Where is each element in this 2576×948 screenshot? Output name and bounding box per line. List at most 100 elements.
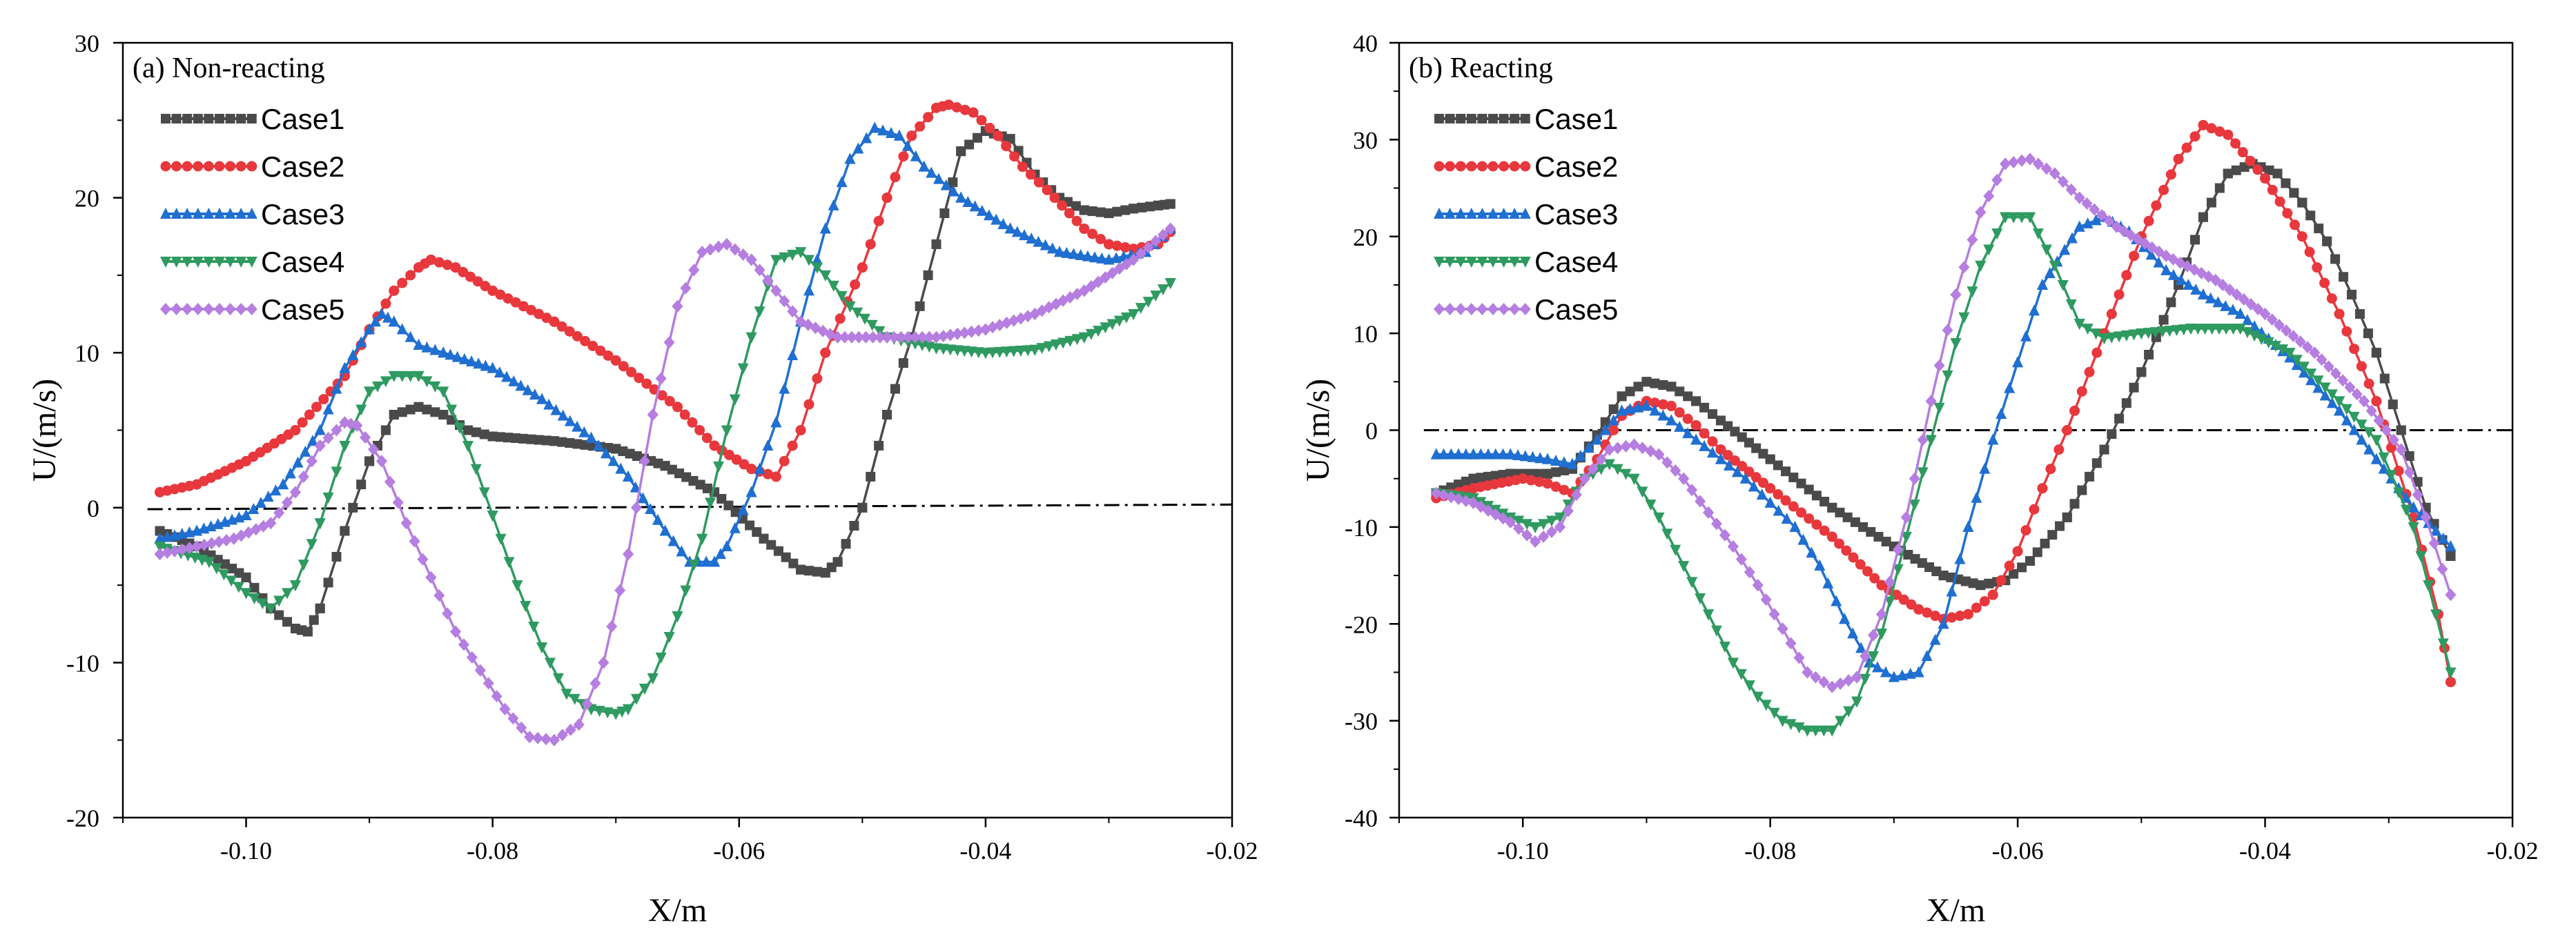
curve-marker: [1164, 222, 1176, 235]
legend-marker: [1466, 114, 1476, 124]
curve-marker: [1071, 334, 1083, 346]
curve-marker: [737, 248, 749, 261]
curve-marker: [1096, 252, 1108, 264]
curve-marker: [1591, 433, 1603, 445]
curve-marker: [647, 673, 658, 684]
legend-marker: [1487, 161, 1499, 172]
curve-marker: [1987, 433, 1999, 445]
curve-marker: [522, 384, 534, 395]
curve-marker: [694, 425, 705, 435]
legend-marker: [1499, 114, 1509, 124]
curve-marker: [1942, 324, 1953, 337]
curve-marker: [499, 702, 511, 715]
curve-marker: [796, 564, 806, 575]
legend-marker: [1465, 208, 1477, 219]
curve-marker: [413, 338, 425, 350]
panel-title: (a) Non-reacting: [133, 52, 325, 84]
legend-marker: [170, 208, 182, 219]
curve-marker: [939, 208, 950, 219]
curve-marker: [556, 729, 568, 742]
y-tick-label: 0: [1365, 417, 1378, 445]
curve-marker: [1843, 674, 1855, 687]
legend-item-case3: Case3: [160, 198, 344, 230]
curve-marker: [1831, 595, 1842, 606]
curve-marker: [1703, 506, 1715, 519]
curve-marker: [857, 262, 868, 273]
curve-marker: [1695, 495, 1706, 508]
legend-label: Case2: [261, 150, 344, 183]
curve-marker: [526, 434, 536, 444]
curve-marker: [2114, 289, 2125, 300]
legend-label: Case3: [261, 198, 344, 230]
curve-marker: [2403, 466, 2415, 479]
legend-label: Case5: [1534, 293, 1618, 326]
curve-marker: [565, 438, 575, 448]
curve-marker: [888, 330, 900, 344]
curve-marker: [2074, 319, 2085, 330]
curve-marker: [2371, 395, 2382, 406]
y-tick-label: 0: [87, 495, 99, 522]
curve-marker: [557, 409, 569, 421]
curve-marker: [948, 185, 959, 197]
curve-marker: [1574, 449, 1586, 461]
curve-marker: [873, 215, 884, 226]
curve-marker: [2316, 353, 2328, 366]
curve-marker: [249, 582, 260, 593]
curve-marker: [1113, 315, 1125, 327]
curve-marker: [2106, 308, 2117, 319]
curve-marker: [835, 313, 846, 324]
x-tick-label: -0.06: [713, 837, 765, 865]
curve-marker: [962, 196, 974, 208]
curve-marker: [1917, 467, 1929, 479]
curve-marker: [552, 673, 564, 684]
legend-marker: [214, 161, 225, 172]
curve-marker: [994, 346, 1006, 358]
curve-marker: [2173, 153, 2184, 164]
curve-marker: [2217, 278, 2229, 291]
curve-marker: [688, 264, 700, 277]
curve-marker: [2084, 366, 2095, 377]
curve-marker: [867, 330, 879, 344]
curve-marker: [1476, 473, 1486, 483]
curve-marker: [2237, 147, 2248, 158]
legend-marker: [224, 303, 236, 315]
curve-marker: [2081, 197, 2093, 210]
curve-marker: [265, 517, 277, 530]
curve-marker: [2000, 157, 2011, 170]
curve-marker: [1461, 476, 1471, 486]
curve-marker: [1128, 309, 1140, 321]
curve-marker: [2012, 546, 2023, 557]
curve-marker: [220, 533, 232, 546]
curve-marker: [1670, 464, 1681, 477]
curve-marker: [2378, 452, 2390, 464]
curve-marker: [2363, 443, 2375, 455]
curve-marker: [2076, 386, 2087, 397]
curve-marker: [1095, 207, 1106, 217]
curve-marker: [2074, 191, 2085, 204]
curve-marker: [1521, 519, 1533, 531]
legend-marker: [182, 303, 193, 315]
curve-marker: [937, 330, 949, 343]
curve-marker: [2334, 396, 2345, 408]
legend-marker: [1455, 161, 1466, 172]
legend-marker: [1465, 303, 1477, 315]
curve-marker: [866, 471, 876, 482]
curve-marker: [541, 313, 552, 324]
curve-marker: [2036, 278, 2048, 290]
curve-marker: [1645, 500, 1657, 511]
curve-marker: [1690, 419, 1701, 431]
curve-marker: [1025, 169, 1036, 180]
curve-marker: [1835, 677, 1846, 690]
curve-marker: [273, 506, 285, 520]
curve-marker: [322, 431, 334, 444]
curve-marker: [364, 456, 375, 466]
curve-marker: [1057, 337, 1069, 349]
curve-marker: [2205, 292, 2216, 304]
curve-marker: [652, 513, 663, 525]
curve-marker: [1150, 290, 1162, 302]
curve-marker: [425, 571, 437, 584]
curve-marker: [2157, 326, 2169, 338]
curve-marker: [2098, 333, 2110, 345]
curve-marker: [1620, 440, 1632, 453]
curve-marker: [470, 464, 482, 475]
